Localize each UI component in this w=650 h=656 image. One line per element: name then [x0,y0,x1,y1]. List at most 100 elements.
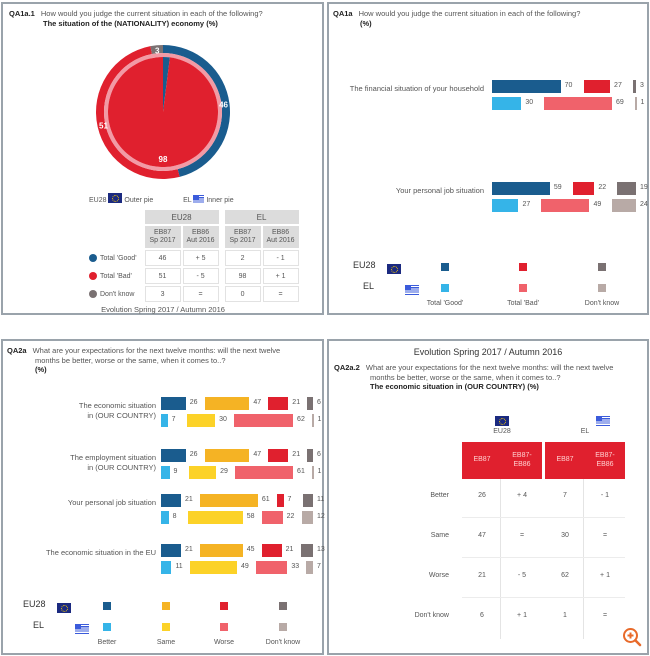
bar-el-total-good- [492,97,522,110]
bar-el-worse [261,511,283,524]
bar-eu28-better [161,544,181,557]
eu-flag-icon [495,416,509,426]
bar-value-label: 47 [253,399,262,406]
outer-data-label: 51 [99,121,108,130]
bar-eu28-don-t-know [307,449,313,462]
group-label-el: EL [580,428,590,435]
bar-value-label: 30 [219,416,227,423]
table-cell: 26 [478,492,486,499]
greece-flag-icon [405,285,420,295]
eu-flag-icon [108,193,123,203]
bar-eu28-worse [276,494,284,507]
bar-value-label: 12 [317,513,325,520]
donut-chart: 46 51 3 98 [95,45,230,180]
bar-value-label: 22 [598,184,607,191]
bar-value-label: 1 [317,416,322,423]
bar-value-label: 33 [291,563,300,570]
bar-value-label: 21 [184,496,193,503]
row-label: Total 'Bad' [100,272,132,280]
bar-value-label: 1 [317,468,322,475]
bar-chart-current: The financial situation of your househol… [329,4,648,254]
bar-chart-expectations: The economic situation in (OUR COUNTRY) 26… [3,341,325,601]
bar-eu28-same [204,449,250,462]
bar-el-worse [256,561,288,574]
legend-label-bad: Total 'Bad' [507,300,539,307]
bar-value-label: 70 [564,82,573,89]
bar-value-label: 21 [184,546,193,553]
table-cell: 1 [563,612,567,619]
evolution-footer: Evolution Spring 2017 / Autumn 2016 [101,305,225,314]
outer-data-label: 46 [219,100,228,109]
outer-data-label: 3 [155,46,160,55]
bar-value-label: 58 [246,513,255,520]
question-code: QA1a [333,9,353,18]
row-divider [462,597,625,598]
question-code: QA2a.2 [334,363,360,372]
good-dot-icon [89,254,97,262]
table-cell: 6 [480,612,484,619]
col-head: EB87- EB86 [512,452,532,468]
eu28-header-block [462,442,542,479]
inner-data-label: 98 [159,155,168,164]
cell: + 5 [182,250,219,266]
bar-el-don-t-know [312,466,314,479]
table-cell: = [602,612,608,619]
bar-eu28-worse [261,544,282,557]
bar-value-label: 29 [220,468,228,475]
bar-value-label: 62 [297,416,305,423]
table-cell: - 1 [600,492,610,499]
cell: 51 [144,268,181,284]
cell: - 5 [182,268,219,284]
legend-swatch-eu-bad [519,263,527,271]
cell: = [262,286,299,302]
cell: 0 [224,286,261,302]
table-cell: - 5 [517,572,527,579]
bar-value-label: 27 [614,82,622,89]
table-cell: = [519,532,525,539]
legend-swatch-eu-same [162,602,170,610]
legend-el-label: EL [363,281,375,291]
bar-value-label: 7 [287,496,292,503]
bar-value-label: 8 [172,513,177,520]
bar-value-label: 7 [171,416,176,423]
col-head: EB87- EB86 [595,452,615,468]
zoom-in-icon[interactable] [622,627,642,647]
bar-eu28-better [161,449,186,462]
row-label: Same [430,532,449,539]
legend-inner-label: Inner pie [206,197,234,204]
legend-el-label: EL [183,197,192,204]
row-label: Don't know [414,612,449,619]
col-head: EB87 [556,456,574,463]
cell: + 1 [262,268,299,284]
bar-value-label: 21 [292,399,301,406]
category-label: The economic situation in (OUR COUNTRY) [78,401,156,420]
eu-flag-icon [57,603,71,613]
bar-el-don-t-know [306,561,313,574]
inner-slice-total-good- [163,57,170,112]
col-head: EB87 [473,456,491,463]
bar-el-worse [234,414,294,427]
table-cell: 21 [478,572,486,579]
bar-eu28-same [204,397,250,410]
bar-value-label: 1 [640,99,645,106]
bar-eu28-better [161,397,186,410]
bar-el-don-t-know [635,97,637,110]
bar-value-label: 61 [297,468,305,475]
bar-el-better [161,511,169,524]
question-text: How would you judge the current situatio… [40,9,263,18]
category-label: The economic situation in the EU [45,548,156,557]
legend-label-better: Better [97,639,117,646]
greece-flag-icon [75,624,90,634]
bar-value-label: 21 [292,451,301,458]
row-label: Total 'Good' [100,254,137,262]
bar-eu28-don-t-know [302,494,313,507]
bar-value-label: 9 [173,468,178,475]
category-label: Your personal job situation [395,186,484,195]
bar-value-label: 27 [522,201,531,208]
evolution-table: EU28 EL EB87 Sp 2017 EB86 Aut 2016 EB87 Sp … [87,208,301,304]
bar-el-same [187,511,243,524]
dont-know-dot-icon [89,290,97,298]
bar-value-label: 61 [261,496,270,503]
subheader: EB87 Sp 2017 [144,226,181,248]
bar-eu28-total-good- [492,80,561,93]
